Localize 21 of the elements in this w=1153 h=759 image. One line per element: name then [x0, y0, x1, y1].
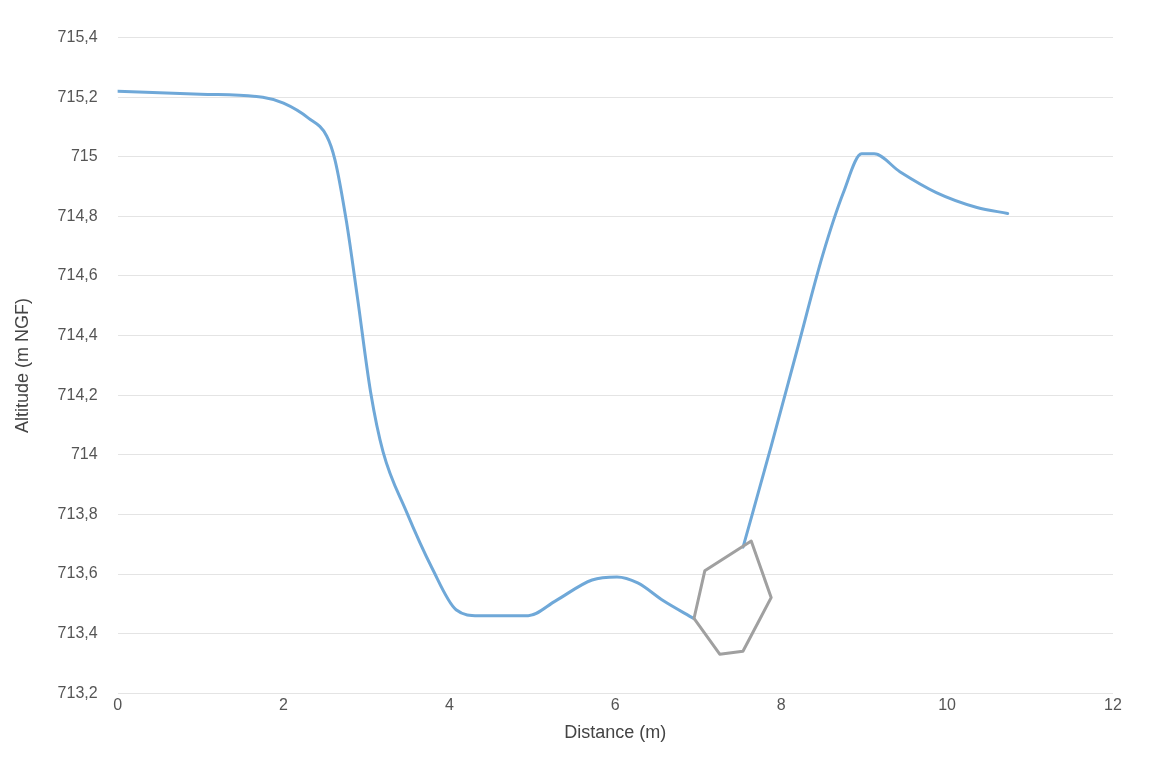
x-tick-label: 8	[776, 696, 786, 714]
y-tick-label: 714,8	[57, 206, 98, 224]
y-tick-label: 714,6	[57, 266, 98, 284]
y-tick-label: 714,2	[57, 385, 98, 403]
x-tick-label: 2	[279, 696, 289, 714]
y-tick-label: 713,2	[57, 683, 98, 701]
y-tick-label: 715	[70, 147, 98, 165]
y-tick-label: 713,8	[57, 504, 98, 522]
x-tick-label: 4	[444, 696, 454, 714]
x-tick-label: 0	[113, 696, 123, 714]
x-tick-label: 10	[938, 696, 957, 714]
y-tick-label: 715,4	[57, 28, 98, 46]
x-axis-title: Distance (m)	[564, 722, 667, 743]
x-tick-label: 12	[1104, 696, 1122, 714]
y-tick-label: 714	[70, 445, 98, 463]
x-tick-label: 6	[610, 696, 620, 714]
y-tick-label: 714,4	[57, 326, 98, 344]
y-axis-title: Altitude (m NGF)	[11, 297, 32, 433]
y-tick-label: 715,2	[57, 87, 98, 105]
y-tick-label: 713,6	[57, 564, 98, 582]
y-tick-label: 713,4	[57, 624, 98, 642]
